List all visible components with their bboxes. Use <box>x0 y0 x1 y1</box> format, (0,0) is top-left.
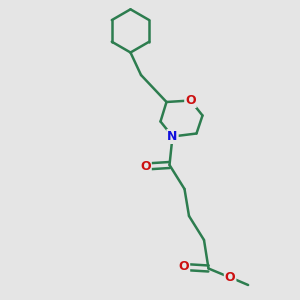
Text: O: O <box>178 260 189 274</box>
Text: N: N <box>167 130 178 143</box>
Text: O: O <box>185 94 196 107</box>
Text: O: O <box>140 160 151 173</box>
Text: O: O <box>225 271 236 284</box>
